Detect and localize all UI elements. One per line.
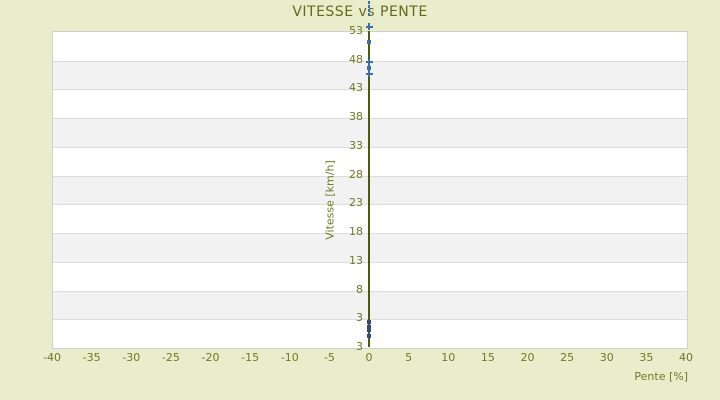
plot-band	[53, 146, 687, 176]
x-tick-label: -10	[280, 351, 299, 364]
x-tick-label: -5	[323, 351, 335, 364]
x-tick-label: 0	[365, 351, 373, 364]
x-tick-label: -30	[122, 351, 141, 364]
data-point	[367, 65, 371, 70]
x-tick-label: -25	[161, 351, 180, 364]
data-point	[367, 319, 371, 324]
y-tick-label: 48	[349, 52, 363, 66]
x-tick-label: 5	[405, 351, 413, 364]
y-tick-label: 3	[356, 311, 363, 325]
x-tick-label: 35	[639, 351, 654, 364]
y-tick-label: 13	[349, 253, 363, 267]
plot-band	[53, 89, 687, 119]
x-tick-label: 40	[679, 351, 693, 364]
x-tick-label: -40	[43, 351, 61, 364]
zero-axis-line	[368, 31, 370, 347]
data-point	[368, 12, 370, 16]
x-tick-label: 30	[599, 351, 614, 364]
plot-band	[53, 261, 687, 291]
y-tick-label: 18	[349, 225, 363, 239]
plot-area	[52, 31, 688, 349]
y-axis-title: Vitesse [km/h]	[323, 160, 337, 240]
plot-band	[53, 204, 687, 234]
data-point	[365, 70, 373, 78]
data-point	[368, 4, 370, 8]
y-tick-label: 23	[349, 196, 363, 210]
y-tick-label: 43	[349, 81, 363, 95]
x-tick-label: 25	[560, 351, 575, 364]
x-tick-label: 20	[520, 351, 535, 364]
x-tick-label: -35	[82, 351, 101, 364]
x-tick-label: 10	[441, 351, 456, 364]
y-tick-label: 8	[356, 282, 363, 296]
plot-band	[53, 32, 687, 61]
data-point	[367, 328, 371, 333]
data-point	[367, 324, 371, 329]
plot-band	[53, 233, 687, 262]
y-tick-label: 38	[349, 110, 363, 124]
x-tick-label: -20	[201, 351, 220, 364]
data-point	[368, 0, 370, 4]
data-point	[367, 333, 371, 338]
y-tick-label: 3	[356, 340, 363, 353]
x-axis-title: Pente [%]	[634, 370, 688, 383]
x-tick-label: 15	[480, 351, 495, 364]
data-point	[367, 39, 371, 44]
chart-title: VITESSE vs PENTE	[292, 4, 428, 20]
data-point	[365, 58, 373, 66]
plot-band	[53, 175, 687, 205]
y-tick-label: 28	[349, 167, 363, 181]
plot-band	[53, 290, 687, 320]
data-point	[365, 23, 373, 31]
data-point	[368, 8, 370, 12]
y-tick-label: 33	[349, 138, 363, 152]
y-tick-label: 53	[349, 24, 363, 37]
plot-band	[53, 118, 687, 147]
x-tick-label: -15	[241, 351, 260, 364]
